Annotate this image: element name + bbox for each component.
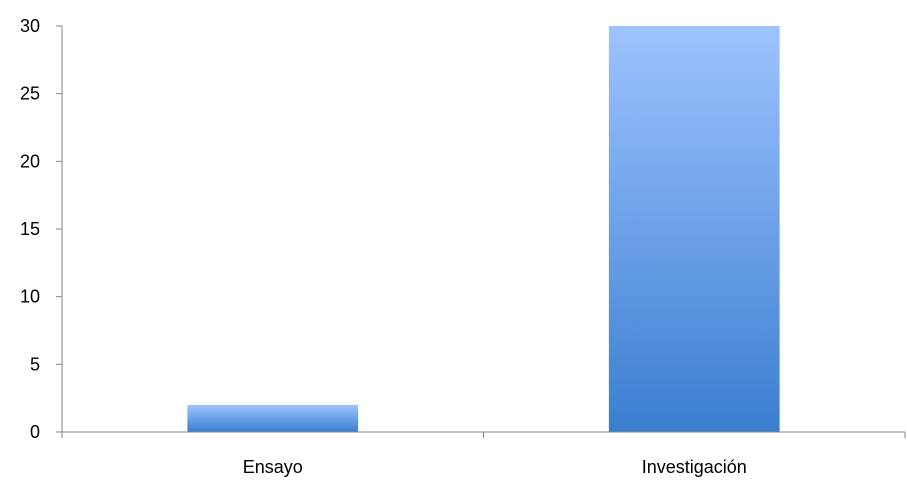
y-tick-label: 25 (20, 84, 40, 104)
axes (56, 25, 906, 438)
y-tick-label: 10 (20, 287, 40, 307)
y-tick-label: 20 (20, 151, 40, 171)
y-tick-label: 0 (30, 422, 40, 442)
y-tick-label: 15 (20, 219, 40, 239)
x-tick-labels: Ensayo Investigación (243, 457, 747, 477)
y-tick-labels: 0 5 10 15 20 25 30 (20, 16, 40, 442)
bar-investigacion (608, 26, 780, 432)
y-tick-label: 30 (20, 16, 40, 36)
bars-group (187, 26, 780, 432)
bar-ensayo (187, 404, 359, 432)
y-tick-label: 5 (30, 354, 40, 374)
x-tick-label: Ensayo (243, 457, 303, 477)
x-tick-label: Investigación (642, 457, 747, 477)
